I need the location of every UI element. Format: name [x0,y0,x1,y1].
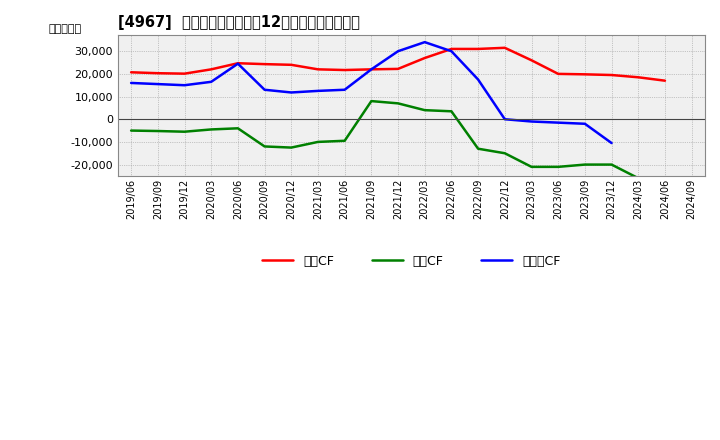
営業CF [233,61,242,66]
投資CF [260,144,269,149]
投資CF [207,127,215,132]
営業CF [420,55,429,61]
フリーCF [607,140,616,146]
フリーCF [233,61,242,66]
投資CF [127,128,135,133]
Line: 営業CF: 営業CF [131,48,665,81]
フリーCF [127,81,135,86]
フリーCF [420,40,429,45]
Text: [4967]  キャッシュフローの12か月移動合計の推移: [4967] キャッシュフローの12か月移動合計の推移 [118,15,360,30]
営業CF [554,71,562,77]
フリーCF [500,117,509,122]
投資CF [420,107,429,113]
営業CF [527,58,536,63]
営業CF [260,62,269,67]
投資CF [341,138,349,143]
投資CF [233,126,242,131]
投資CF [580,162,589,167]
フリーCF [580,121,589,126]
営業CF [607,72,616,77]
営業CF [447,46,456,51]
Line: 投資CF: 投資CF [131,101,638,178]
フリーCF [447,48,456,54]
営業CF [661,78,670,83]
営業CF [634,75,642,80]
営業CF [207,67,215,72]
投資CF [500,150,509,156]
営業CF [474,46,482,51]
投資CF [367,99,376,104]
フリーCF [153,81,162,87]
投資CF [554,164,562,169]
営業CF [287,62,296,67]
Legend: 営業CF, 投資CF, フリーCF: 営業CF, 投資CF, フリーCF [257,249,566,273]
フリーCF [207,79,215,84]
投資CF [180,129,189,134]
投資CF [153,128,162,134]
投資CF [607,162,616,167]
Line: フリーCF: フリーCF [131,42,611,143]
フリーCF [180,83,189,88]
営業CF [180,71,189,76]
投資CF [474,146,482,151]
フリーCF [394,48,402,54]
営業CF [394,66,402,72]
フリーCF [554,120,562,125]
投資CF [527,164,536,169]
営業CF [153,70,162,76]
営業CF [580,72,589,77]
投資CF [634,176,642,181]
フリーCF [341,87,349,92]
投資CF [314,139,323,145]
フリーCF [260,87,269,92]
営業CF [127,70,135,75]
営業CF [367,67,376,72]
投資CF [287,145,296,150]
営業CF [341,67,349,73]
フリーCF [527,119,536,124]
フリーCF [367,67,376,72]
投資CF [394,101,402,106]
Y-axis label: （百万円）: （百万円） [48,24,81,34]
営業CF [314,67,323,72]
フリーCF [287,90,296,95]
フリーCF [474,77,482,82]
営業CF [500,45,509,51]
フリーCF [314,88,323,94]
投資CF [447,109,456,114]
